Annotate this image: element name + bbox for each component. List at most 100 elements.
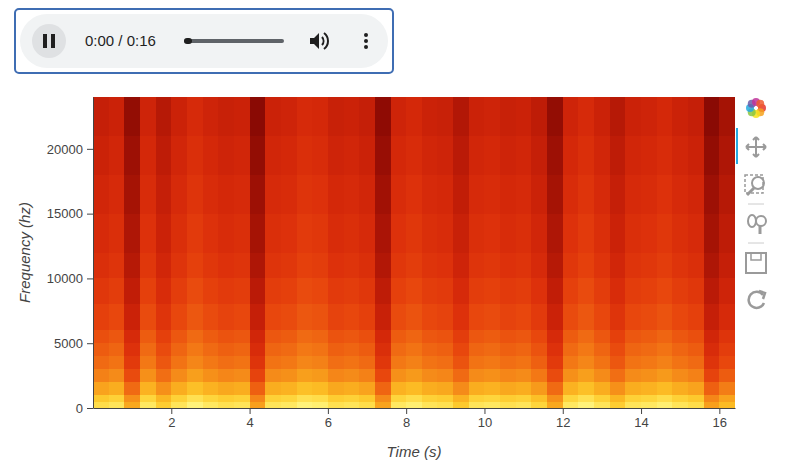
menu-button[interactable]: [364, 33, 368, 49]
save-tool[interactable]: [746, 253, 766, 273]
heatmap-cell: [688, 214, 704, 253]
wheel-lens[interactable]: [756, 216, 766, 226]
heatmap-cell: [391, 356, 407, 369]
heatmap-cell: [265, 304, 281, 330]
bokeh-logo[interactable]: [746, 98, 766, 118]
heatmap-cell: [516, 97, 532, 136]
heatmap-cell: [610, 343, 626, 356]
volume-wave[interactable]: [324, 33, 328, 49]
reset-arc[interactable]: [749, 292, 764, 308]
volume-icon[interactable]: [310, 33, 319, 49]
heatmap-cell: [93, 97, 109, 136]
volume-wave[interactable]: [322, 37, 324, 45]
chart: 24681012141605000100001500020000Time (s)…: [0, 0, 800, 470]
heatmap-cell: [704, 402, 720, 408]
heatmap-cell: [187, 343, 203, 356]
audio-player: 0:00 / 0:16: [20, 14, 388, 68]
heatmap-cell: [547, 304, 563, 330]
pause-bar[interactable]: [43, 34, 47, 48]
volume-button[interactable]: [310, 33, 328, 49]
heatmap-cell: [203, 278, 219, 304]
heatmap-cell: [375, 97, 391, 136]
y-tick-mark: [87, 408, 93, 409]
pan-tool[interactable]: [746, 137, 766, 157]
heatmap-cell: [704, 304, 720, 330]
heatmap-cell: [140, 330, 156, 343]
y-tick-label: 0: [76, 401, 83, 416]
box-zoom-frame[interactable]: [745, 175, 763, 193]
heatmap-cell: [422, 382, 438, 395]
menu-dot[interactable]: [364, 45, 368, 49]
heatmap-cell: [704, 175, 720, 214]
menu-dot[interactable]: [364, 33, 368, 37]
pause-icon[interactable]: [32, 24, 66, 58]
heatmap-cell: [297, 356, 313, 369]
heatmap-cell: [93, 304, 109, 330]
heatmap-cell: [531, 214, 547, 253]
reset-arrow[interactable]: [759, 291, 765, 299]
box-zoom-handle[interactable]: [747, 188, 754, 195]
heatmap-cell: [563, 395, 579, 401]
heatmap-cell: [171, 97, 187, 136]
heatmap-cell: [672, 214, 688, 253]
heatmap-cell: [704, 382, 720, 395]
heatmap-cell: [500, 343, 516, 356]
heatmap-cell: [641, 330, 657, 343]
reset-tool[interactable]: [749, 291, 765, 308]
heatmap-cell: [453, 175, 469, 214]
heatmap-cell: [719, 343, 735, 356]
y-axis-line: [93, 98, 94, 409]
heatmap-cell: [422, 402, 438, 408]
heatmap-cell: [109, 356, 125, 369]
heatmap-cell: [109, 136, 125, 175]
heatmap-cell: [563, 330, 579, 343]
heatmap-cell: [657, 402, 673, 408]
heatmap-cell: [531, 343, 547, 356]
heatmap-cell: [657, 382, 673, 395]
heatmap-cell: [516, 175, 532, 214]
progress-fill[interactable]: [184, 38, 192, 44]
pause-bar[interactable]: [51, 34, 55, 48]
box-zoom-lens[interactable]: [752, 177, 764, 189]
heatmap-cell: [250, 369, 266, 382]
heatmap-cell: [312, 402, 328, 408]
heatmap-cell: [156, 402, 172, 408]
heatmap-cell: [391, 343, 407, 356]
heatmap-cell: [547, 214, 563, 253]
heatmap-cell: [218, 382, 234, 395]
wheel-icon[interactable]: [748, 215, 756, 227]
logo-petal[interactable]: [756, 100, 764, 108]
pan-icon[interactable]: [746, 137, 766, 157]
heatmap-cell: [594, 343, 610, 356]
progress-track[interactable]: [184, 39, 284, 43]
heatmap-cell: [484, 278, 500, 304]
heatmap-cell: [109, 382, 125, 395]
heatmap-cell: [140, 382, 156, 395]
menu-dot[interactable]: [364, 39, 368, 43]
save-icon[interactable]: [746, 253, 766, 273]
heatmap-cell: [547, 343, 563, 356]
heatmap-cell: [500, 369, 516, 382]
save-icon-slot[interactable]: [751, 253, 761, 260]
heatmap-cell: [140, 402, 156, 408]
play-button[interactable]: [32, 24, 66, 58]
heatmap-cell: [625, 402, 641, 408]
heatmap-cell: [171, 356, 187, 369]
box-zoom-tool[interactable]: [745, 175, 764, 195]
x-tick-label: 12: [556, 415, 570, 430]
heatmap-cell: [124, 330, 140, 343]
wheel-handle[interactable]: [759, 226, 762, 234]
heatmap-cell: [312, 343, 328, 356]
heatmap-cell: [156, 395, 172, 401]
heatmap-cell: [625, 304, 641, 330]
heatmap-cell: [437, 395, 453, 401]
heatmap-cell: [140, 97, 156, 136]
heatmap-cell: [312, 278, 328, 304]
heatmap-cell: [704, 278, 720, 304]
heatmap-cell: [109, 214, 125, 253]
heatmap-cell: [375, 253, 391, 279]
heatmap-cell: [312, 253, 328, 279]
heatmap-cell: [187, 402, 203, 408]
wheel-zoom-tool[interactable]: [748, 215, 766, 234]
heatmap-cell: [375, 214, 391, 253]
